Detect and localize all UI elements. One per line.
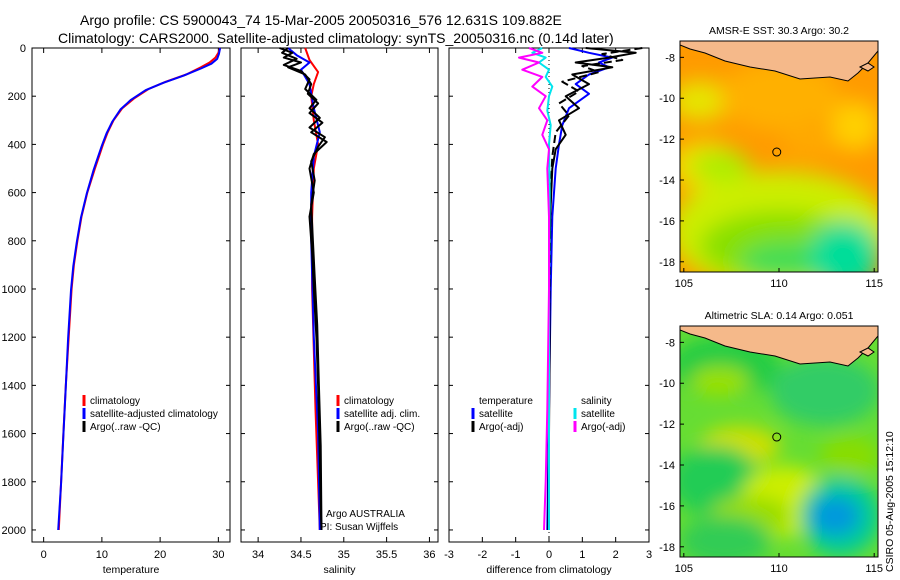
sst_map-ytick-label: -10 <box>659 93 675 105</box>
temperature-xaxis-label: temperature <box>103 564 160 576</box>
difference-sal-legend-label: salinity <box>581 396 612 407</box>
sla_map-ytick-label: -18 <box>659 542 675 554</box>
sst-field-patch <box>780 131 840 156</box>
title-line-1: Argo profile: CS 5900043_74 15-Mar-2005 … <box>80 12 562 28</box>
salinity-annotation-pi: PI: Susan Wijffels <box>320 522 398 533</box>
temperature-legend-label: climatology <box>90 396 140 407</box>
temperature-legend-label: Argo(..raw -QC) <box>90 422 161 433</box>
salinity-legend-label: Argo(..raw -QC) <box>344 422 415 433</box>
timestamp-stamp: CSIRO 05-Aug-2005 15:12:10 <box>884 431 896 572</box>
depth-ytick-label: 1400 <box>2 380 26 392</box>
salinity-xtick-label: 36 <box>423 549 435 561</box>
sst_map-land <box>680 41 878 82</box>
salinity-series-argo-raw-qc- <box>279 47 328 531</box>
difference-xaxis-label: difference from climatology <box>486 564 612 576</box>
sla-field-patch <box>690 366 750 396</box>
difference-temp-legend-label: satellite <box>479 409 513 420</box>
difference-series-temperature-argo-adj- <box>547 47 637 531</box>
sla_map-xtick-label: 105 <box>675 563 693 575</box>
difference-xtick-label: 3 <box>646 549 652 561</box>
sst_map-ytick-label: -8 <box>665 52 675 64</box>
depth-ytick-label: 600 <box>8 188 26 200</box>
difference-temp-legend-label: temperature <box>479 396 533 407</box>
sla_map-ytick-label: -12 <box>659 419 675 431</box>
temperature-series-climatology <box>57 47 222 531</box>
sla-field-patch <box>810 496 860 536</box>
sst_map-ytick-label: -16 <box>659 216 675 228</box>
difference-sal-legend-label: satellite <box>581 409 615 420</box>
depth-ytick-label: 2000 <box>2 525 26 537</box>
sst_map-island <box>858 62 875 72</box>
depth-ytick-label: 400 <box>8 139 26 151</box>
difference-temp-legend-label: Argo(-adj) <box>479 422 523 433</box>
sst_map-ytick-label: -12 <box>659 134 675 146</box>
sla_map-ytick-label: -10 <box>659 378 675 390</box>
sla_map-land <box>680 326 878 367</box>
sla_map-ytick-label: -8 <box>665 337 675 349</box>
difference-xtick-label: -3 <box>444 549 454 561</box>
sla_map-ytick-label: -16 <box>659 501 675 513</box>
salinity-xtick-label: 34.5 <box>290 549 311 561</box>
sla_map-title: Altimetric SLA: 0.14 Argo: 0.051 <box>705 310 854 322</box>
sst_map-title: AMSR-E SST: 30.3 Argo: 30.2 <box>709 25 849 37</box>
sla_map-xtick-label: 115 <box>865 563 883 575</box>
salinity-legend-label: satellite adj. clim. <box>344 409 420 420</box>
temperature-xtick-label: 0 <box>41 549 47 561</box>
difference-xtick-label: 1 <box>579 549 585 561</box>
sla-field-patch <box>770 356 878 426</box>
sst-field-patch <box>680 81 730 121</box>
difference-xtick-label: 0 <box>546 549 552 561</box>
salinity-legend-label: climatology <box>344 396 394 407</box>
difference-xtick-label: 2 <box>613 549 619 561</box>
salinity-series-argo-raw-qc-2 <box>281 47 326 531</box>
difference-series-temperature-satellite <box>546 47 614 531</box>
sla_map-island <box>858 347 875 357</box>
salinity-plot-frame <box>240 47 439 543</box>
temperature-xtick-label: 30 <box>212 549 224 561</box>
temperature-legend-label: satellite-adjusted climatology <box>90 409 218 420</box>
salinity-xtick-label: 34 <box>252 549 264 561</box>
sst_map-xtick-label: 110 <box>770 278 788 290</box>
sst-field-patch <box>810 221 878 272</box>
salinity-xaxis-label: salinity <box>323 564 356 576</box>
difference-sal-legend-label: Argo(-adj) <box>581 422 625 433</box>
salinity-annotation-source: Argo AUSTRALIA <box>326 509 405 520</box>
salinity-series-satellite-adj-clim- <box>287 47 321 531</box>
difference-series-salinity-argo-adj- <box>518 47 550 531</box>
title-line-2: Climatology: CARS2000. Satellite-adjuste… <box>58 30 614 46</box>
salinity-xtick-label: 35 <box>338 549 350 561</box>
temperature-series-satellite-adjusted-climatology <box>57 47 222 531</box>
salinity-xtick-label: 35.5 <box>376 549 397 561</box>
sla_map-ytick-label: -14 <box>659 460 675 472</box>
sst_map-field <box>680 41 878 272</box>
sst_map-ytick-label: -18 <box>659 257 675 269</box>
sst_map-xtick-label: 105 <box>675 278 693 290</box>
depth-ytick-label: 1800 <box>2 477 26 489</box>
difference-xtick-label: -1 <box>511 549 521 561</box>
temperature-xtick-label: 10 <box>96 549 108 561</box>
sla_map-argo-marker <box>772 432 782 442</box>
difference-series-salinity-satellite <box>531 47 554 530</box>
sla-field-patch <box>680 516 770 557</box>
sla_map-field <box>680 326 878 557</box>
sst_map-xtick-label: 115 <box>865 278 883 290</box>
sla-field-blobs <box>680 336 878 557</box>
depth-ytick-label: 200 <box>8 91 26 103</box>
sla-field-patch <box>820 436 878 476</box>
depth-ytick-label: 800 <box>8 236 26 248</box>
sst-field-patch <box>830 101 878 151</box>
sla_map-xtick-label: 110 <box>770 563 788 575</box>
sst_map-ytick-label: -14 <box>659 175 675 187</box>
depth-ytick-label: 1600 <box>2 429 26 441</box>
depth-ytick-label: 0 <box>20 43 26 55</box>
depth-ytick-label: 1000 <box>2 284 26 296</box>
temperature-xtick-label: 20 <box>154 549 166 561</box>
sst_map-argo-marker <box>772 147 782 157</box>
temperature-plot-frame <box>31 47 231 543</box>
sst-field-patch <box>690 151 750 181</box>
difference-series-temperature-argo-adj-2 <box>548 47 643 530</box>
difference-xtick-label: -2 <box>477 549 487 561</box>
depth-ytick-label: 1200 <box>2 332 26 344</box>
